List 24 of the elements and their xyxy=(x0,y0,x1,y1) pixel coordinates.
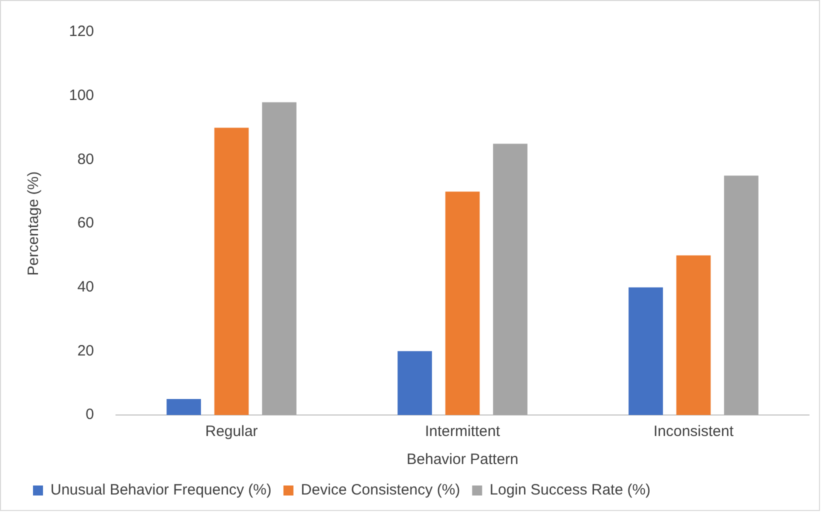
bar xyxy=(262,102,296,415)
y-tick-label: 120 xyxy=(68,23,94,40)
y-tick-label: 80 xyxy=(77,150,94,168)
y-axis-title: Percentage (%) xyxy=(25,171,42,276)
bar xyxy=(628,287,663,415)
legend-label: Unusual Behavior Frequency (%) xyxy=(50,482,272,499)
bar xyxy=(166,399,201,415)
bar xyxy=(493,144,528,415)
x-tick-label: Intermittent xyxy=(425,423,501,440)
y-tick-label: 60 xyxy=(77,214,94,232)
x-axis-title: Behavior Pattern xyxy=(406,451,518,468)
y-tick-label: 0 xyxy=(86,406,94,424)
bar xyxy=(445,192,480,415)
legend-label: Device Consistency (%) xyxy=(300,482,460,499)
y-tick-label: 100 xyxy=(68,86,94,104)
y-tick-label: 20 xyxy=(77,342,94,360)
bar xyxy=(214,128,249,415)
y-tick-label: 40 xyxy=(77,278,94,296)
bar xyxy=(676,255,711,415)
x-tick-label: Inconsistent xyxy=(653,423,734,440)
legend-label: Login Success Rate (%) xyxy=(490,482,651,499)
x-tick-label: Regular xyxy=(205,423,258,440)
bar xyxy=(724,176,758,415)
bar xyxy=(398,351,432,415)
